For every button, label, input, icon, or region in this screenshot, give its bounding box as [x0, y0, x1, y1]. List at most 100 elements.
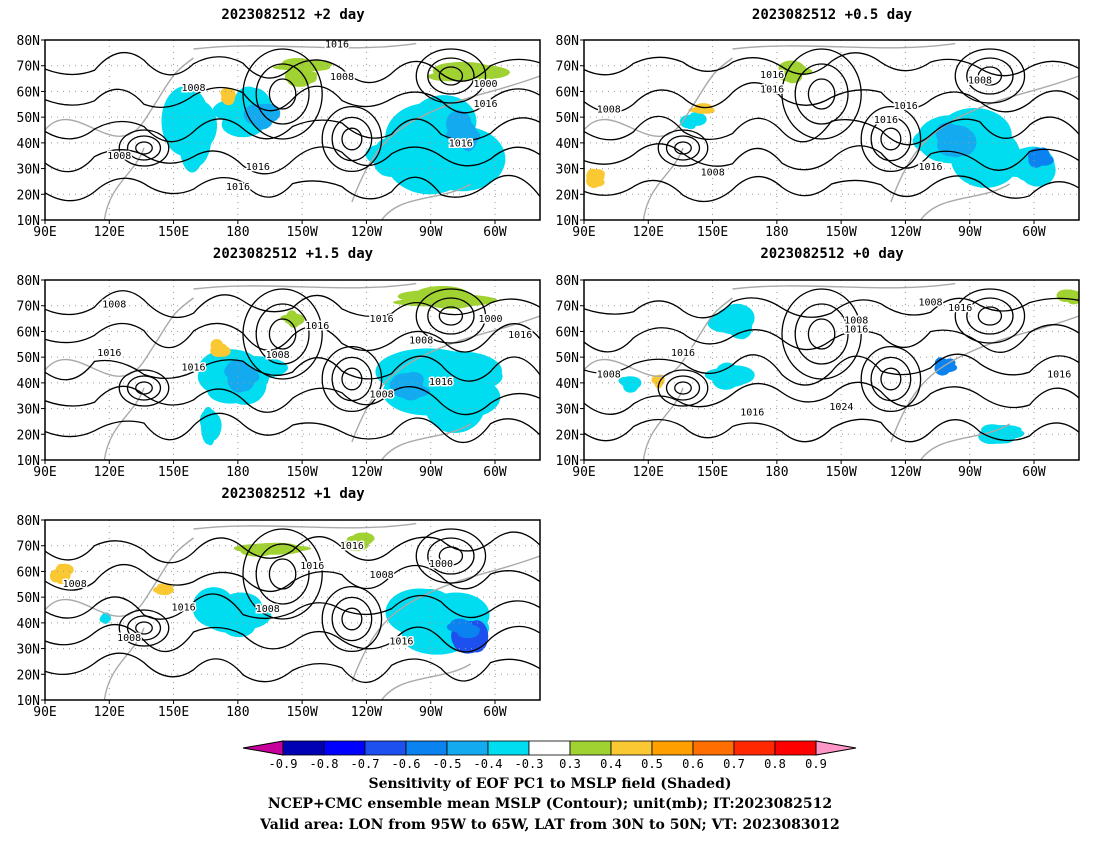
colorbar-swatch	[774, 740, 817, 756]
colorbar-swatch	[569, 740, 612, 756]
coastline	[920, 423, 1011, 460]
contour-label: 1016	[305, 321, 329, 332]
coastline	[193, 282, 417, 290]
contour-label: 1016	[429, 377, 453, 388]
colorbar-label: 0.3	[559, 757, 581, 771]
map-panel-p1d: 1008 1008 1016 1008 1016 1016 1008 1000 1016 80N 7…	[17, 514, 541, 720]
lon-tick-label: 180	[226, 225, 249, 240]
colorbar-swatch	[282, 740, 325, 756]
contour-label: 1016	[449, 139, 473, 150]
colorbar-swatch	[610, 740, 653, 756]
isobar-closed	[880, 127, 902, 151]
isobar-closed	[255, 303, 310, 365]
contour-label: 1008	[701, 167, 725, 178]
lon-tick-label: 120E	[633, 225, 664, 240]
coastline	[584, 57, 733, 137]
map-panel-p2d: 1016 1008 1008 1000 1016 1008 1016 1016 1016 80N 7…	[17, 34, 541, 240]
isobar-closed	[268, 558, 297, 590]
colorbar-label: -0.4	[474, 757, 503, 771]
isobar-closed	[135, 381, 153, 395]
isobar	[584, 175, 1079, 203]
isobar-closed	[860, 105, 922, 173]
isobar	[45, 623, 540, 653]
isobar	[584, 381, 1079, 415]
coastline	[103, 387, 145, 460]
shading-patch	[101, 614, 110, 624]
isobar-closed	[427, 297, 475, 335]
lon-tick-label: 90E	[33, 705, 56, 720]
shading-patch	[1063, 290, 1079, 299]
isobar-closed	[794, 63, 849, 125]
contour-label: 1008	[63, 579, 87, 590]
shading-patch	[452, 114, 469, 130]
isobar	[45, 355, 540, 382]
colorbar-right-arrow	[815, 740, 857, 756]
isobar-closed	[255, 543, 310, 605]
lat-tick-label: 80N	[17, 34, 40, 49]
contour-label: 1008	[256, 604, 280, 615]
coastline	[45, 297, 194, 377]
lon-tick-label: 120W	[890, 225, 921, 240]
lat-tick-label: 50N	[17, 111, 40, 126]
isobar-closed	[870, 116, 912, 162]
shading-patch	[1028, 152, 1044, 168]
panel-title-2d: 2023082512 +2 day	[221, 7, 365, 23]
isobar	[45, 290, 540, 319]
contour-label: 1008	[107, 151, 131, 162]
contour-label: 1000	[478, 314, 502, 325]
panel-title-05d: 2023082512 +0.5 day	[751, 7, 913, 23]
isobar-closed	[438, 546, 464, 566]
isobar-closed	[126, 375, 162, 401]
contour-label: 1016	[181, 362, 205, 373]
isobar	[584, 115, 1079, 146]
isobar-closed	[977, 306, 1003, 326]
isobar-closed	[126, 135, 162, 161]
lat-tick-label: 10N	[17, 454, 40, 469]
lat-tick-label: 30N	[17, 643, 40, 658]
isobar-closed	[438, 66, 464, 86]
lat-tick-label: 50N	[556, 351, 579, 366]
contour-label: 1008	[370, 570, 394, 581]
isobar	[584, 418, 1079, 443]
isobar-closed	[954, 48, 1026, 104]
contour-label: 1016	[894, 101, 918, 112]
isobar	[45, 563, 540, 592]
colorbar-swatch	[405, 740, 448, 756]
isobar-closed	[118, 609, 170, 647]
isobar	[584, 353, 1079, 386]
isobar-closed	[415, 48, 487, 104]
lon-tick-label: 90W	[419, 225, 443, 240]
colorbar-swatch	[487, 740, 530, 756]
lat-tick-label: 70N	[556, 60, 579, 75]
isobar-closed	[118, 129, 170, 167]
lat-tick-label: 80N	[17, 514, 40, 529]
colorbar-label: -0.5	[433, 757, 462, 771]
lat-tick-label: 60N	[556, 325, 579, 340]
contour-label: 1008	[102, 299, 126, 310]
lat-tick-label: 60N	[17, 325, 40, 340]
lat-tick-label: 30N	[556, 163, 579, 178]
contour-label: 1016	[325, 40, 349, 51]
isobar-closed	[438, 306, 464, 326]
lon-tick-label: 120E	[94, 465, 125, 480]
lon-tick-label: 150E	[158, 705, 189, 720]
lat-tick-label: 10N	[556, 214, 579, 229]
lat-tick-label: 40N	[17, 137, 40, 152]
isobar	[45, 85, 540, 114]
shading-patch	[707, 313, 744, 333]
isobar-closed	[427, 57, 475, 95]
contour-label: 1016	[226, 182, 250, 193]
colorbar-swatch	[651, 740, 694, 756]
lat-tick-label: 40N	[17, 377, 40, 392]
isobar	[45, 385, 540, 416]
shading-patch	[351, 532, 375, 545]
shading-patch	[204, 605, 261, 634]
lon-tick-label: 150W	[825, 225, 856, 240]
isobar-closed	[807, 318, 836, 350]
isobar-closed	[118, 369, 170, 407]
isobar-closed	[966, 297, 1014, 335]
lat-tick-label: 70N	[17, 540, 40, 555]
shading-patch	[778, 60, 805, 76]
lon-tick-label: 120E	[94, 705, 125, 720]
contour-label: 1016	[97, 348, 121, 359]
